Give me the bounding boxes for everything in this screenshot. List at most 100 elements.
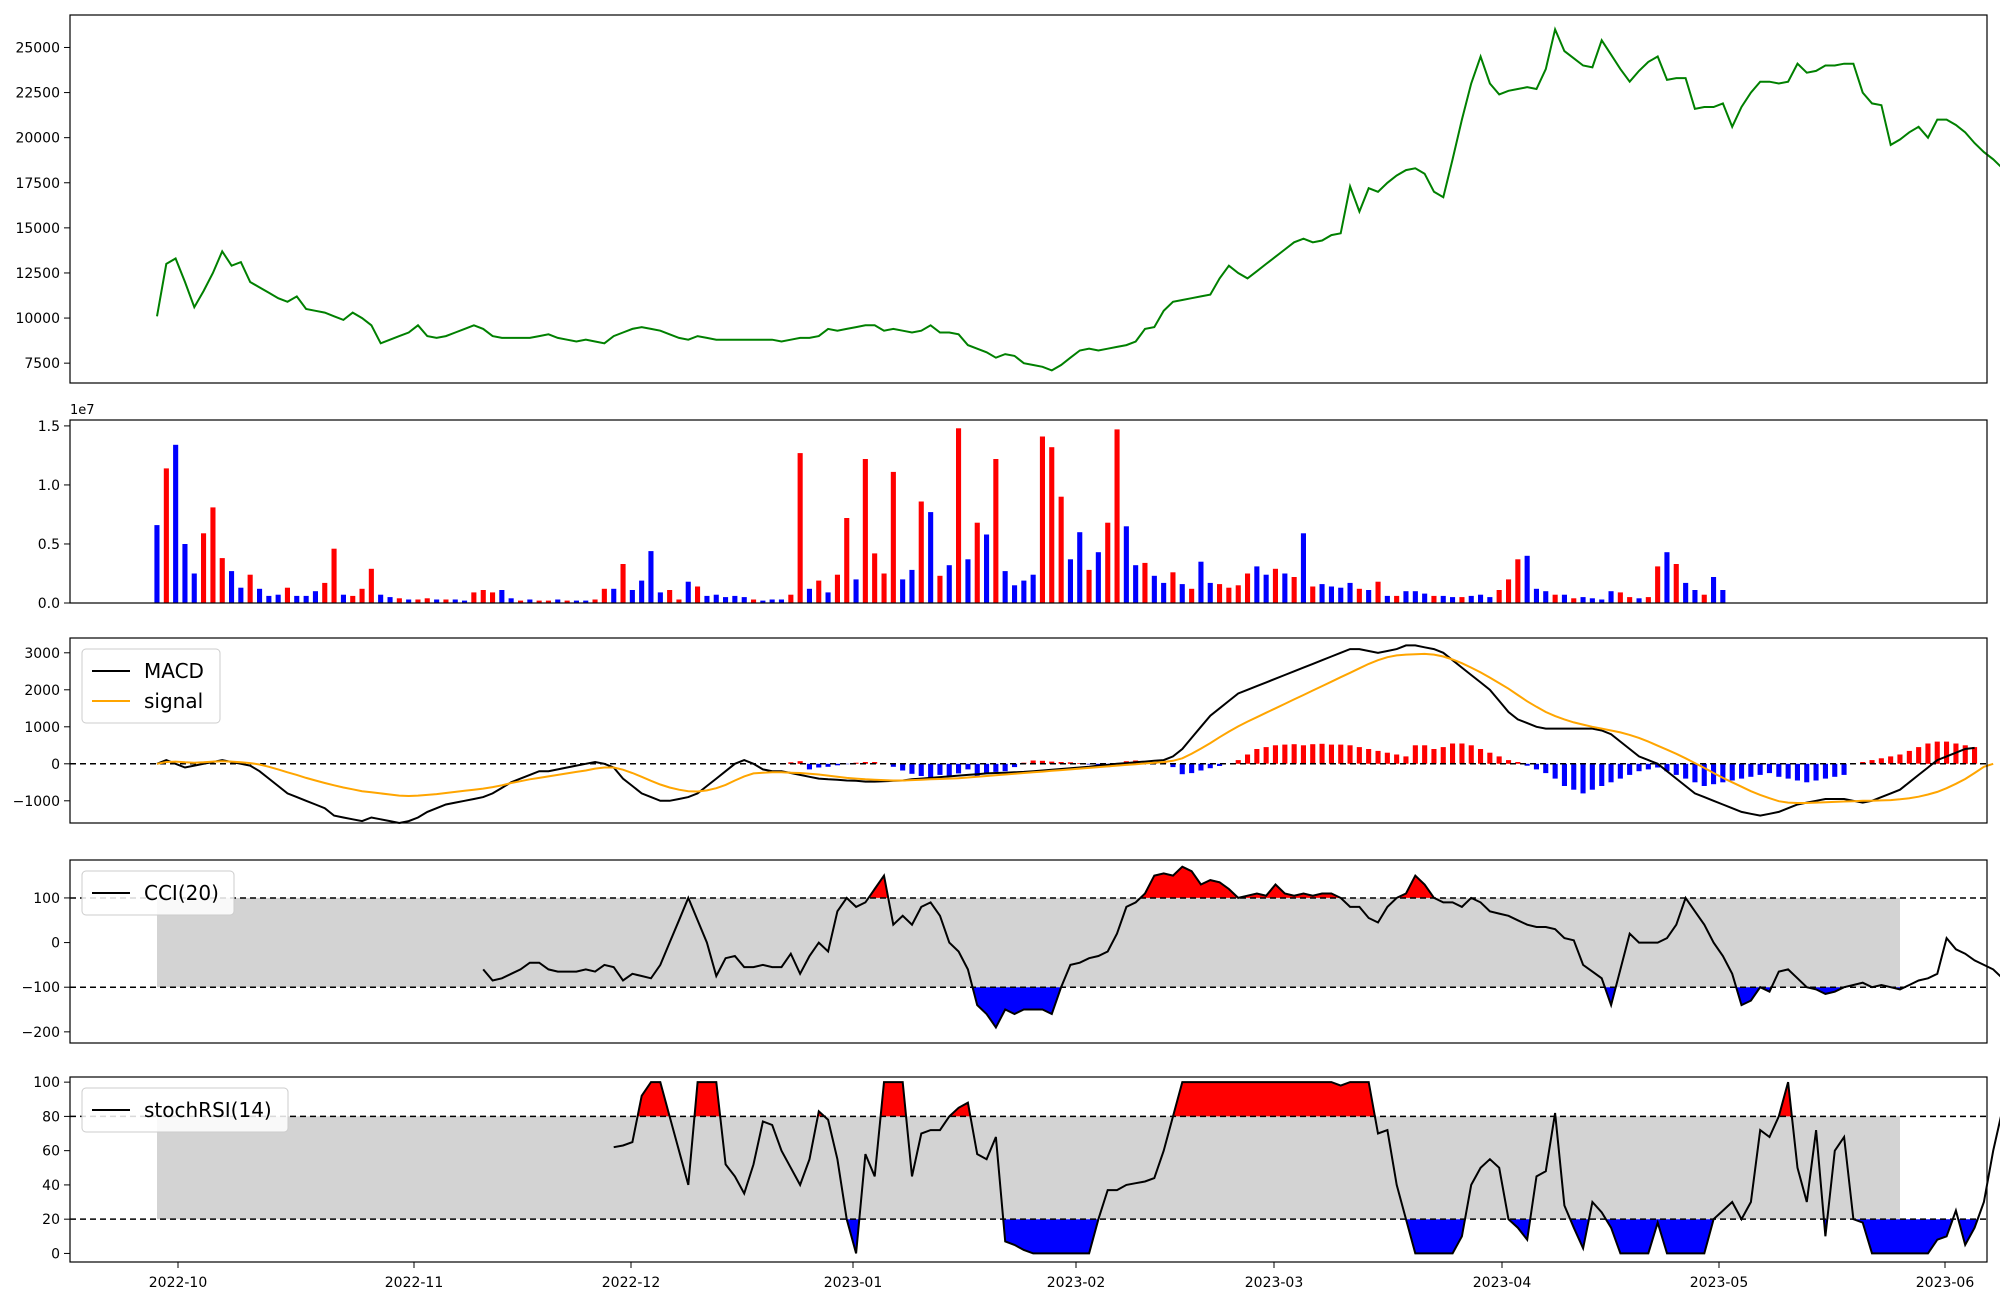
macd-hist-bar	[1422, 745, 1428, 764]
volume-bar	[1170, 572, 1176, 603]
price-panel: 7500 10000 12500 15000 17500 20000 22500 25000	[15, 14, 2000, 384]
macd-hist-bar	[1319, 743, 1325, 764]
macd-hist-bar	[1608, 763, 1614, 783]
volume-bar	[247, 574, 253, 603]
volume-bar	[1030, 574, 1036, 603]
volume-bar	[182, 544, 188, 603]
x-axis: 2022-10 2022-11 2022-12 2023-01 2023-02 2023-…	[149, 1262, 1974, 1291]
volume-offset-label: 1e7	[70, 403, 95, 418]
volume-bar	[564, 600, 570, 603]
volume-bar	[443, 599, 449, 603]
volume-bar	[1133, 565, 1139, 603]
volume-bar	[1002, 571, 1008, 603]
volume-bar	[1683, 582, 1689, 603]
volume-bar	[1356, 588, 1362, 603]
volume-bar	[350, 595, 356, 603]
cci-legend-box	[81, 870, 235, 916]
macd-hist-bar	[1431, 749, 1437, 764]
macd-hist-bar	[918, 763, 924, 776]
volume-bar	[229, 571, 235, 603]
stochrsi-ytick-label: 20	[42, 1212, 60, 1228]
price-line	[156, 26, 2000, 372]
volume-bar	[1366, 590, 1372, 603]
macd-hist-bar	[1701, 763, 1707, 786]
volume-bar	[1506, 579, 1512, 603]
macd-hist-bar	[1506, 760, 1512, 764]
volume-bar	[1179, 584, 1185, 603]
macd-hist-bar	[1189, 763, 1195, 774]
macd-hist-bar	[1291, 744, 1297, 764]
volume-bar	[704, 595, 710, 603]
volume-bar	[1468, 595, 1474, 603]
volume-bar	[657, 592, 663, 603]
volume-bar	[974, 522, 980, 603]
volume-bar	[1282, 573, 1288, 603]
volume-bar	[1039, 436, 1045, 603]
volume-bar	[667, 590, 673, 603]
macd-hist-bar	[1384, 752, 1390, 764]
macd-hist-bar	[1776, 763, 1782, 777]
volume-bar	[508, 598, 514, 603]
volume-bar	[1245, 573, 1251, 603]
volume-bar	[452, 599, 458, 603]
volume-bar	[1189, 588, 1195, 603]
macd-hist-bar	[1832, 763, 1838, 777]
volume-bar	[415, 599, 421, 603]
stochrsi-panel: 0 20 40 60 80 100 stochRSI(14)	[33, 1075, 2000, 1263]
cci-ytick-label: −100	[22, 980, 60, 996]
macd-hist-bar	[1254, 749, 1260, 764]
stochrsi-band	[157, 1116, 1900, 1220]
macd-hist-bar	[1934, 741, 1940, 764]
volume-bar	[1105, 522, 1111, 603]
macd-hist-bar	[1571, 763, 1577, 790]
price-ytick-label: 22500	[15, 86, 60, 102]
macd-hist-bar	[909, 763, 915, 774]
macd-hist-bar	[1478, 749, 1484, 764]
price-panel-frame	[69, 14, 1988, 384]
volume-bar	[1095, 552, 1101, 603]
macd-hist-bar	[1645, 763, 1651, 770]
volume-bar	[778, 599, 784, 603]
macd-hist-bar	[825, 763, 831, 767]
volume-bar	[1151, 575, 1157, 603]
volume-panel-frame	[69, 419, 1988, 604]
macd-panel-frame	[69, 637, 1988, 824]
macd-hist-bar	[1673, 763, 1679, 775]
volume-bar	[424, 598, 430, 603]
macd-hist-bar	[797, 761, 803, 764]
volume-bar	[1077, 532, 1083, 603]
macd-hist-bar	[1906, 750, 1912, 764]
volume-bar	[862, 459, 868, 603]
volume-bar	[1720, 590, 1726, 603]
stochrsi-ytick-label: 0	[51, 1246, 60, 1262]
volume-bar	[648, 551, 654, 603]
volume-bar	[1086, 569, 1092, 603]
volume-bar	[1412, 591, 1418, 603]
volume-bar	[713, 594, 719, 603]
cci-oversold-fill	[972, 987, 1905, 1028]
cci-panel: −200 −100 0 100 CCI(20)	[22, 859, 2000, 1044]
volume-bar	[1272, 568, 1278, 603]
cci-band	[157, 897, 1900, 988]
volume-bar	[1645, 597, 1651, 603]
macd-hist-bar	[1627, 763, 1633, 775]
volume-bar	[1515, 559, 1521, 603]
macd-hist-bar	[1692, 763, 1698, 783]
volume-bar	[1589, 598, 1595, 603]
macd-hist-bar	[1356, 747, 1362, 764]
volume-bar	[1431, 595, 1437, 603]
macd-hist-bar	[1822, 763, 1828, 779]
volume-bar	[527, 599, 533, 603]
volume-bar	[1226, 587, 1232, 603]
macd-hist-bar	[1804, 763, 1810, 783]
volume-bar	[1561, 594, 1567, 603]
macd-hist-bar	[965, 763, 971, 770]
volume-bar	[760, 600, 766, 603]
volume-bar	[275, 594, 281, 603]
macd-hist-bar	[1058, 762, 1064, 764]
macd-hist-bar	[1300, 745, 1306, 764]
cci-ytick-label: −200	[22, 1025, 60, 1041]
volume-bar	[993, 459, 999, 603]
volume-bar	[1580, 597, 1586, 603]
macd-hist-bar	[1394, 754, 1400, 764]
